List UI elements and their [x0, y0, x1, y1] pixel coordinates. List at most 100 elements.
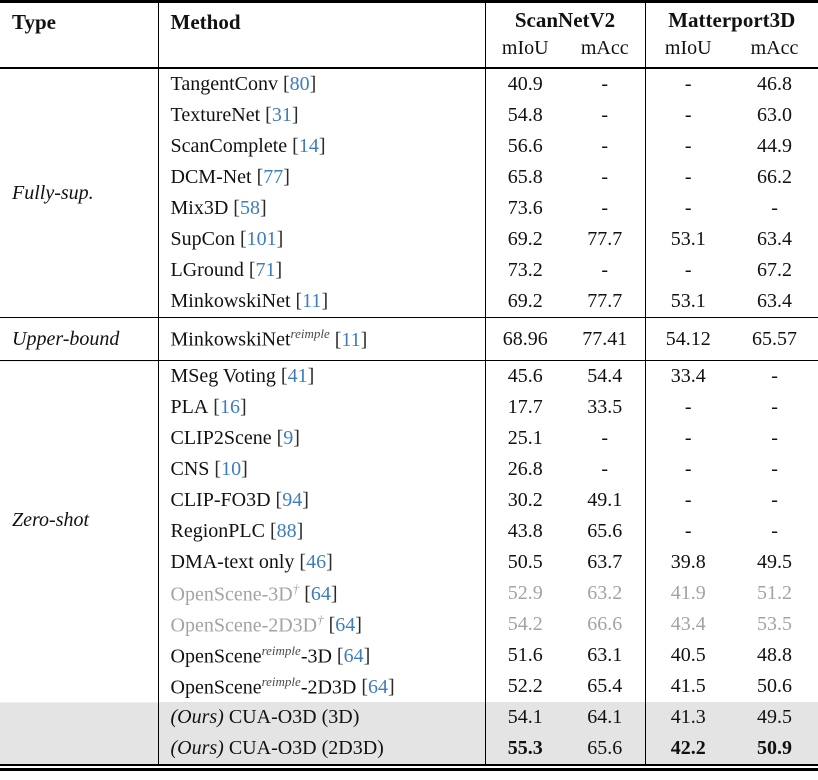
value-cell: 54.12: [645, 317, 732, 361]
value-cell: 45.6: [507, 365, 543, 387]
value-cell: 40.5: [670, 644, 706, 666]
citation-bracket-close: ]: [326, 551, 333, 573]
citation-bracket-open: [: [256, 166, 264, 188]
value-cell: 41.3: [645, 702, 732, 733]
citation-link[interactable]: [10]: [214, 458, 247, 480]
value-cell: -: [684, 489, 692, 511]
citation-number: 10: [221, 458, 242, 480]
value-cell: -: [771, 427, 778, 449]
value-cell: -: [684, 166, 692, 188]
table-body: Fully-sup. TangentConv [80] 40.9- -46.8 Textu…: [0, 68, 818, 764]
value-cell: -: [771, 365, 778, 387]
citation-bracket-close: ]: [321, 290, 329, 312]
citation-link[interactable]: [14]: [292, 135, 325, 157]
citation-link[interactable]: [101]: [240, 228, 283, 250]
citation-link[interactable]: [64]: [361, 676, 394, 698]
subheader-matterport-miou: mIoU: [664, 37, 712, 59]
bottom-rule-thin: [0, 764, 818, 766]
citation-bracket-close: ]: [355, 614, 362, 637]
citation-link[interactable]: [80]: [283, 73, 316, 95]
method-cell: (Ours) CUA-O3D (3D): [158, 702, 486, 733]
method-name: OpenScene: [170, 676, 262, 699]
table-row: DCM-Net [77] 65.8- -66.2: [0, 162, 818, 193]
citation-bracket-open: [: [213, 396, 220, 418]
method-cell: (Ours) CUA-O3D (2D3D): [158, 733, 486, 764]
citation-link[interactable]: [41]: [281, 365, 314, 387]
citation-link[interactable]: [11]: [296, 290, 329, 312]
citation-number: 16: [219, 396, 240, 418]
method-name-suffix: -3D: [300, 645, 332, 668]
value-cell: 53.5: [757, 613, 793, 635]
table-row: OpenScene-2D3D† [64] 54.2 66.6 43.4 53.5: [0, 609, 818, 640]
value-cell: 54.1: [485, 702, 565, 733]
method-cell: LGround [71]: [158, 255, 486, 286]
value-cell: -: [771, 197, 778, 219]
citation-link[interactable]: [88]: [270, 520, 303, 542]
value-cell: -: [771, 520, 778, 542]
table-row: PLA [16] 17.7 33.5 - -: [0, 392, 818, 423]
citation-bracket-open: [: [292, 135, 299, 157]
citation-bracket-close: ]: [291, 104, 299, 126]
citation-link[interactable]: [94]: [276, 489, 309, 511]
subheader-matterport-macc: mAcc: [750, 37, 799, 59]
value-cell: 33.5: [565, 392, 646, 423]
citation-bracket-close: ]: [302, 489, 309, 511]
value-cell: -: [565, 193, 646, 224]
citation-number: 64: [310, 583, 331, 606]
citation-bracket-open: [: [361, 676, 369, 699]
value-cell: 40.9: [507, 73, 543, 95]
citation-number: 14: [298, 135, 319, 157]
value-cell: 51.2: [757, 582, 793, 604]
citation-bracket-open: [: [299, 551, 307, 573]
method-name: CUA-O3D (3D): [228, 706, 360, 728]
column-header-type: Type: [0, 1, 159, 68]
method-name: LGround: [170, 259, 244, 281]
citation-link[interactable]: [64]: [329, 614, 362, 636]
citation-link[interactable]: [16]: [213, 396, 246, 418]
method-name: RegionPLC: [170, 520, 265, 542]
method-cell: CNS [10]: [158, 454, 486, 485]
citation-link[interactable]: [71]: [249, 259, 282, 281]
method-superscript: †: [317, 611, 324, 627]
method-name: PLA: [170, 396, 209, 418]
citation-link[interactable]: [58]: [233, 197, 266, 219]
citation-link[interactable]: [9]: [277, 427, 300, 449]
citation-bracket-close: ]: [276, 228, 284, 250]
method-name: OpenScene-3D: [170, 583, 293, 606]
citation-link[interactable]: [77]: [257, 166, 290, 188]
value-cell: -: [684, 427, 692, 449]
citation-bracket-close: ]: [296, 520, 304, 542]
value-cell: 48.8: [757, 644, 793, 666]
citation-bracket-open: [: [276, 427, 284, 449]
value-cell: -: [684, 197, 692, 219]
value-cell: 17.7: [507, 396, 543, 418]
value-cell: 25.1: [507, 427, 543, 449]
citation-bracket-open: [: [248, 259, 256, 281]
method-cell: CLIP2Scene [9]: [158, 423, 486, 454]
citation-link[interactable]: [64]: [304, 583, 337, 605]
value-cell: 63.7: [565, 547, 646, 578]
value-cell: -: [684, 520, 692, 542]
method-cell: Mix3D [58]: [158, 193, 486, 224]
value-cell: 53.1: [670, 290, 706, 312]
value-cell: -: [565, 68, 646, 100]
citation-link[interactable]: [11]: [335, 329, 368, 351]
citation-number: 71: [255, 259, 276, 281]
ours-label: (Ours): [170, 737, 224, 759]
value-cell: 67.2: [757, 259, 793, 281]
method-name: TangentConv: [170, 73, 278, 95]
citation-link[interactable]: [31]: [265, 104, 298, 126]
method-superscript: reimple: [290, 326, 330, 342]
method-cell: DMA-text only [46]: [158, 547, 486, 578]
value-cell: 55.3: [485, 733, 565, 764]
citation-link[interactable]: [64]: [337, 645, 370, 667]
table-row: CLIP2Scene [9] 25.1- - -: [0, 423, 818, 454]
header-row-groups: Type Method ScanNetV2 Matterport3D: [0, 1, 818, 68]
method-cell: RegionPLC [88]: [158, 516, 486, 547]
citation-bracket-close: ]: [293, 427, 300, 449]
value-cell: 54.8: [507, 104, 543, 126]
citation-link[interactable]: [46]: [299, 551, 332, 573]
type-label: Fully-sup.: [0, 68, 159, 318]
citation-number: 77: [263, 166, 284, 188]
value-cell: -: [771, 458, 778, 480]
